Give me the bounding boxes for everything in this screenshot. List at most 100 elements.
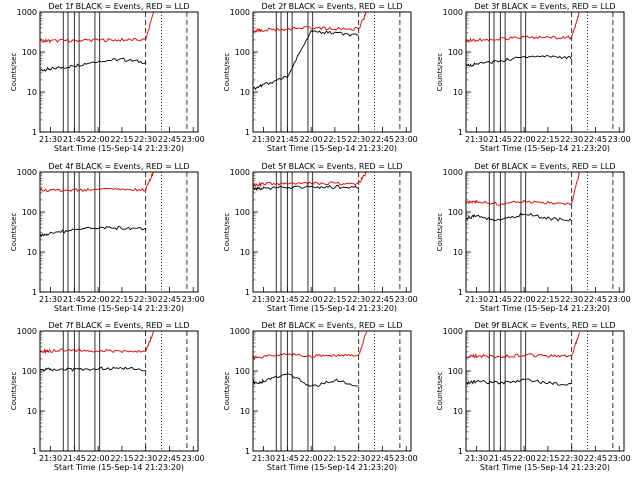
y-axis-label: Counts/sec [10, 53, 18, 92]
flag-interval-box [286, 330, 293, 452]
panel-title: Det 7f BLACK = Events, RED = LLD [48, 321, 189, 330]
x-tick-label: 23:00 [608, 295, 631, 304]
y-tick-label: 100 [22, 367, 37, 376]
plot-frame [465, 11, 625, 133]
x-tick-label: 22:30 [560, 135, 583, 144]
x-tick-label: 23:00 [182, 454, 205, 463]
x-tick-label: 23:00 [395, 295, 418, 304]
y-tick-label: 100 [448, 367, 463, 376]
x-tick-label: 21:30 [39, 135, 62, 144]
plot-frame [465, 330, 625, 452]
detector-panel: Det 3f BLACK = Events, RED = LLD 1 10 100 10… [436, 2, 631, 153]
x-tick-label: 22:30 [560, 454, 583, 463]
x-axis-label: Start Time (15-Sep-14 21:23:20) [267, 144, 397, 153]
flag-interval-box [286, 171, 293, 293]
x-tick-label: 22:15 [323, 135, 346, 144]
y-tick-label: 1000 [443, 8, 463, 17]
detector-panel: Det 5f BLACK = Events, RED = LLD 1 10 100 10… [223, 162, 418, 313]
y-axis-label: Counts/sec [10, 372, 18, 411]
x-tick-label: 23:00 [182, 295, 205, 304]
x-tick-label: 22:15 [110, 295, 133, 304]
x-axis-label: Start Time (15-Sep-14 21:23:20) [267, 463, 397, 472]
y-tick-label: 10 [453, 407, 463, 416]
x-tick-label: 22:00 [513, 135, 536, 144]
x-tick-label: 21:45 [276, 295, 299, 304]
panel-title: Det 1f BLACK = Events, RED = LLD [48, 2, 189, 11]
y-tick-label: 1000 [230, 8, 250, 17]
y-tick-label: 100 [235, 367, 250, 376]
detector-panel: Det 2f BLACK = Events, RED = LLD 1 10 100 10… [223, 2, 418, 153]
panel-title: Det 9f BLACK = Events, RED = LLD [474, 321, 615, 330]
x-tick-label: 23:00 [608, 135, 631, 144]
plot-frame [465, 171, 625, 293]
x-tick-label: 21:30 [252, 295, 275, 304]
detector-panel: Det 4f BLACK = Events, RED = LLD 1 10 100 10… [10, 162, 205, 313]
plot-frame [39, 330, 199, 452]
y-tick-label: 10 [453, 88, 463, 97]
x-tick-label: 22:15 [110, 454, 133, 463]
y-tick-label: 100 [235, 208, 250, 217]
plot-frame [252, 171, 412, 293]
flag-interval-box [73, 11, 80, 133]
x-axis-label: Start Time (15-Sep-14 21:23:20) [480, 144, 610, 153]
x-tick-label: 22:45 [584, 454, 607, 463]
x-tick-label: 22:00 [87, 135, 110, 144]
x-tick-label: 22:30 [347, 135, 370, 144]
y-tick-label: 1000 [230, 327, 250, 336]
x-tick-label: 22:00 [300, 135, 323, 144]
plot-frame [252, 330, 412, 452]
x-tick-label: 23:00 [608, 454, 631, 463]
x-tick-label: 21:45 [489, 295, 512, 304]
flag-interval-box [94, 171, 101, 293]
y-tick-label: 100 [448, 208, 463, 217]
flag-interval-box [499, 171, 506, 293]
flag-interval-box [307, 11, 314, 133]
y-tick-label: 100 [22, 208, 37, 217]
x-axis-label: Start Time (15-Sep-14 21:23:20) [480, 463, 610, 472]
x-tick-label: 21:30 [465, 454, 488, 463]
x-tick-label: 22:15 [536, 135, 559, 144]
flag-interval-box [520, 11, 527, 133]
y-axis-label: Counts/sec [436, 213, 444, 252]
detector-panel: Det 7f BLACK = Events, RED = LLD 1 10 100 10… [10, 321, 205, 472]
y-tick-label: 100 [448, 48, 463, 57]
x-tick-label: 22:45 [371, 454, 394, 463]
y-tick-label: 1 [32, 447, 37, 456]
events-series-line [252, 184, 359, 192]
y-tick-label: 1000 [443, 327, 463, 336]
flag-interval-box [62, 11, 69, 133]
flag-interval-box [488, 171, 495, 293]
x-tick-label: 22:45 [584, 135, 607, 144]
x-tick-label: 22:30 [560, 295, 583, 304]
detector-panel: Det 9f BLACK = Events, RED = LLD 1 10 100 10… [436, 321, 631, 472]
flag-interval-box [520, 330, 527, 452]
x-tick-label: 22:30 [134, 295, 157, 304]
flag-interval-box [488, 330, 495, 452]
x-axis-label: Start Time (15-Sep-14 21:23:20) [480, 304, 610, 313]
panel-title: Det 3f BLACK = Events, RED = LLD [474, 2, 615, 11]
x-tick-label: 22:45 [371, 295, 394, 304]
x-axis-label: Start Time (15-Sep-14 21:23:20) [54, 304, 184, 313]
x-tick-label: 22:15 [323, 454, 346, 463]
y-tick-label: 1 [32, 288, 37, 297]
flag-interval-box [275, 171, 282, 293]
x-tick-label: 23:00 [395, 135, 418, 144]
y-tick-label: 1 [245, 288, 250, 297]
y-axis-label: Counts/sec [436, 372, 444, 411]
y-tick-label: 10 [240, 248, 250, 257]
x-tick-label: 21:45 [63, 135, 86, 144]
flag-interval-box [94, 330, 101, 452]
x-tick-label: 21:45 [63, 454, 86, 463]
y-axis-label: Counts/sec [436, 53, 444, 92]
flag-interval-box [275, 330, 282, 452]
x-tick-label: 22:00 [513, 454, 536, 463]
y-tick-label: 100 [22, 48, 37, 57]
x-tick-label: 21:30 [465, 135, 488, 144]
x-axis-label: Start Time (15-Sep-14 21:23:20) [54, 144, 184, 153]
detector-panel: Det 8f BLACK = Events, RED = LLD 1 10 100 10… [223, 321, 418, 472]
flag-interval-box [520, 171, 527, 293]
y-tick-label: 10 [453, 248, 463, 257]
detector-panel: Det 1f BLACK = Events, RED = LLD 1 10 100 10… [10, 2, 205, 153]
flag-interval-box [94, 11, 101, 133]
